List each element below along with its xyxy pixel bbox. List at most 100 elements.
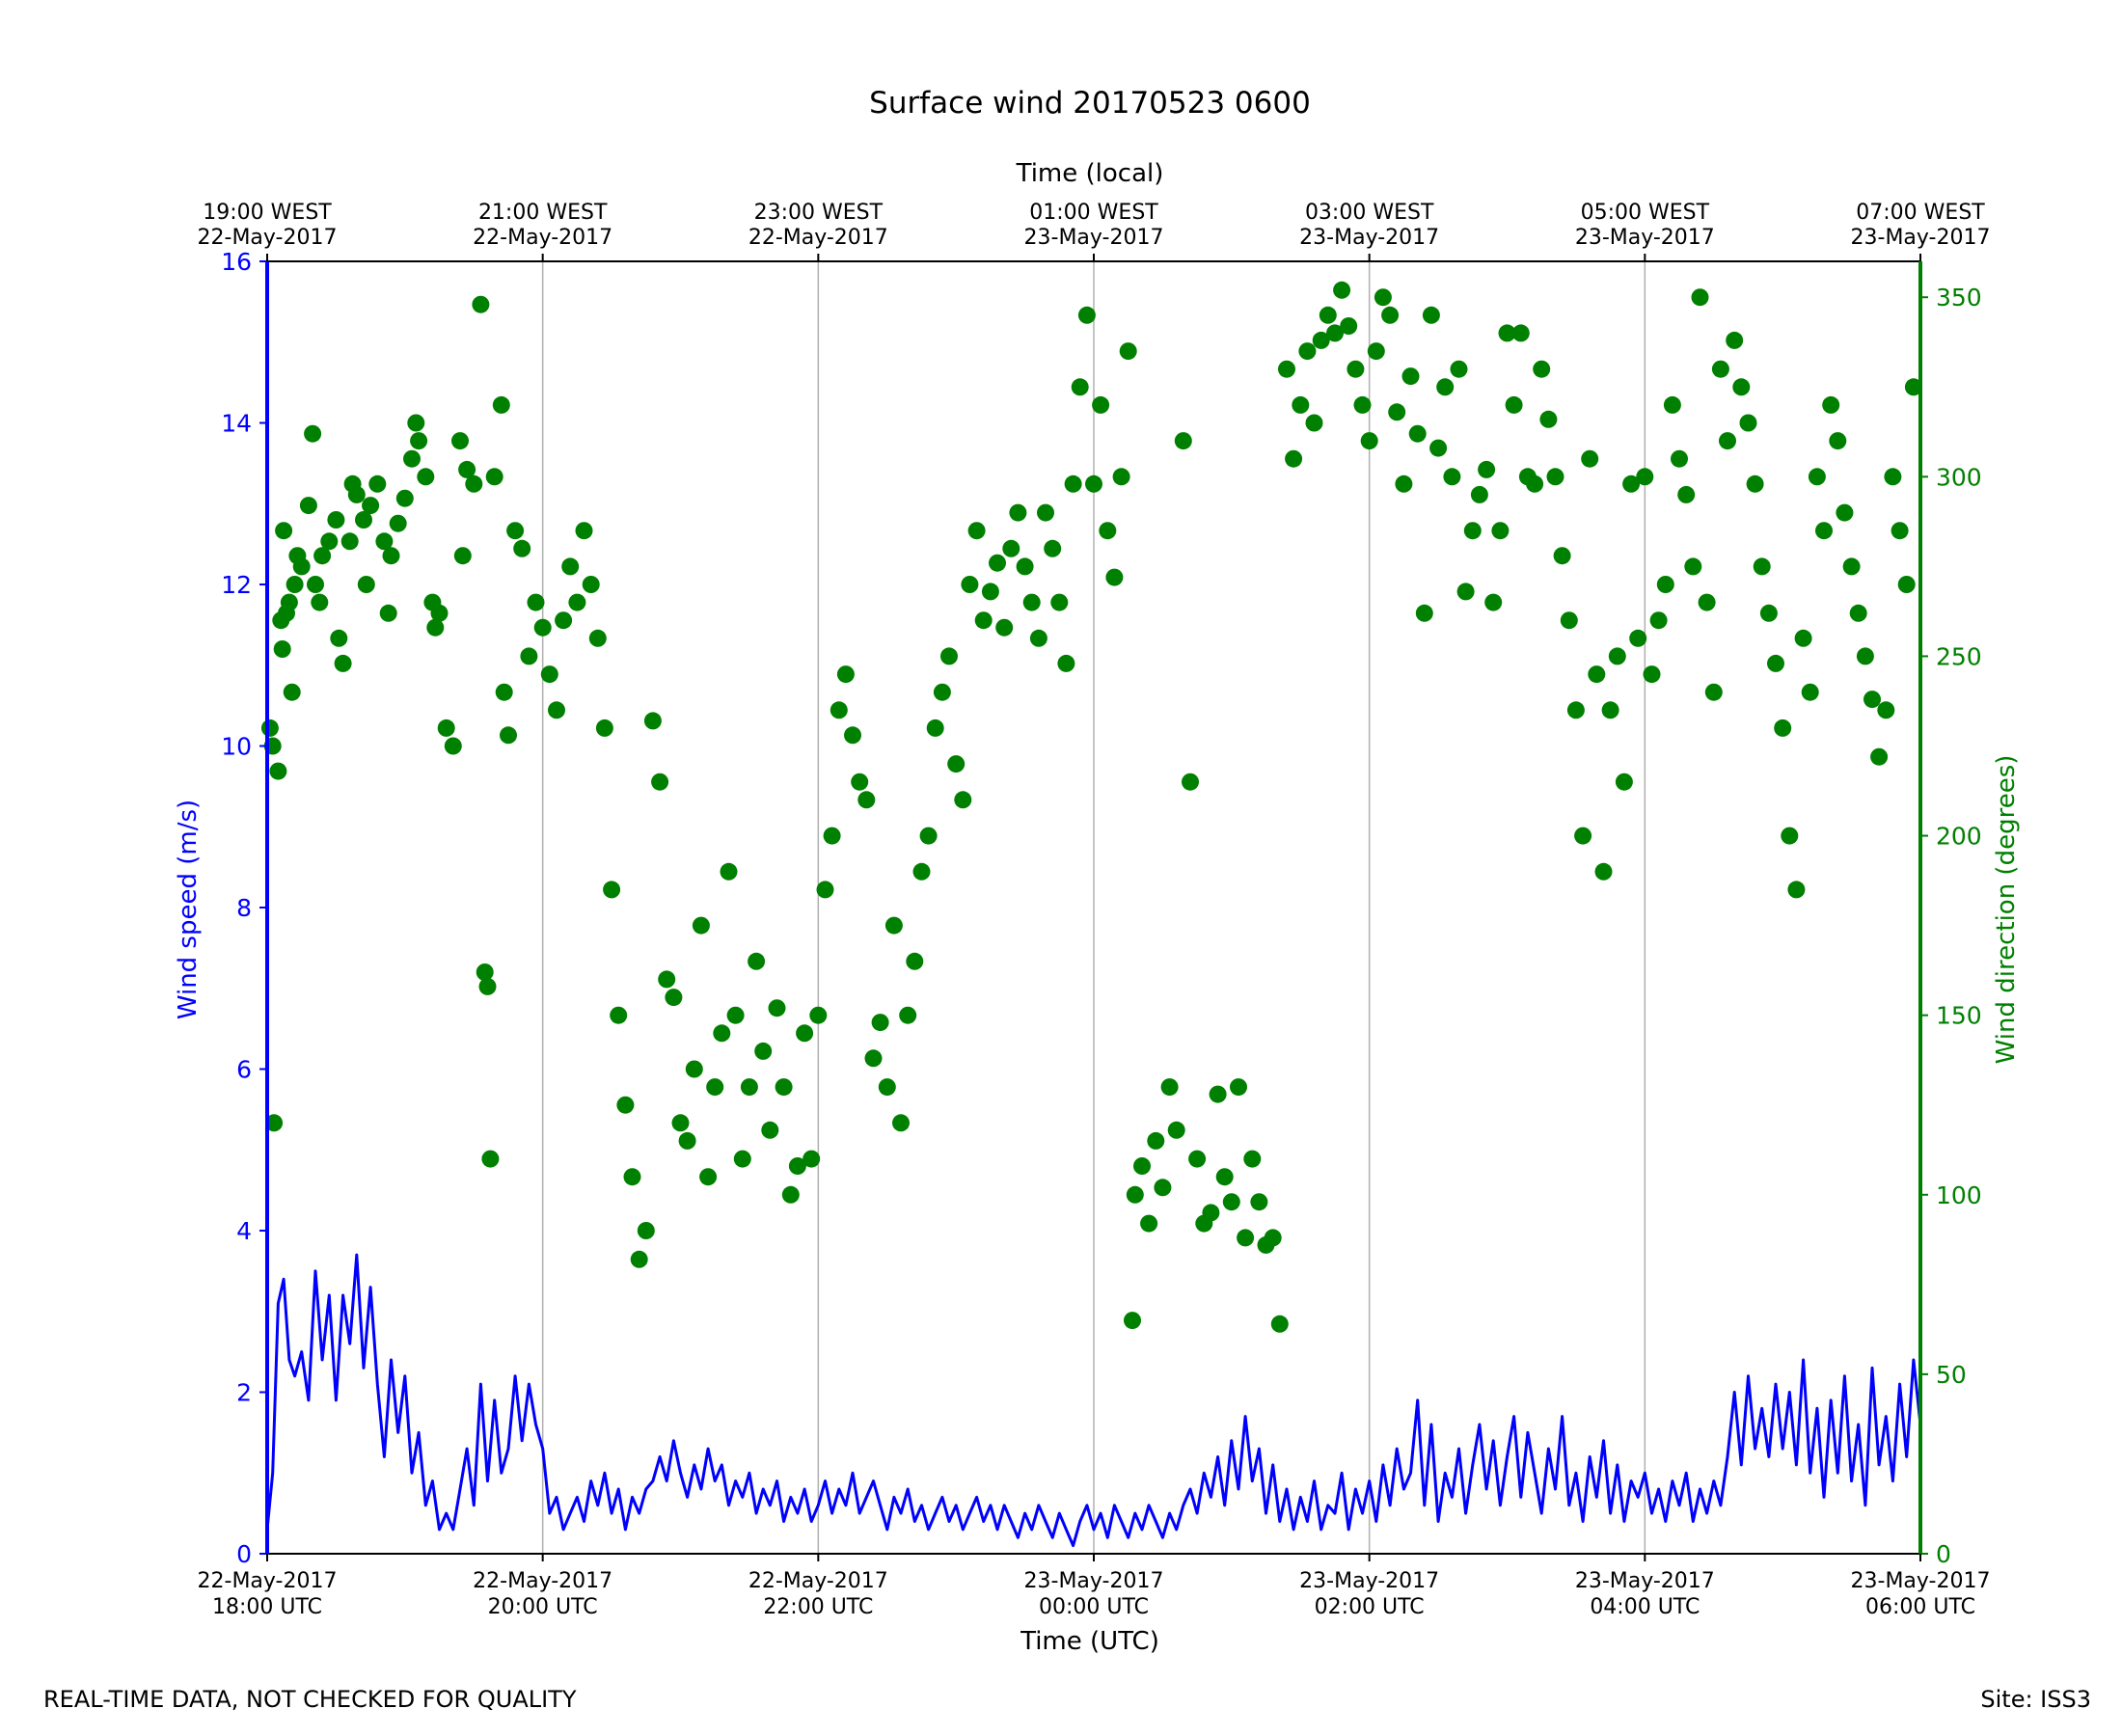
wind-direction-point — [1057, 654, 1075, 672]
wind-direction-point — [678, 1131, 696, 1150]
wind-direction-point — [548, 701, 565, 719]
wind-direction-point — [796, 1024, 814, 1043]
y2-tick-label: 150 — [1936, 1002, 1982, 1030]
wind-direction-point — [286, 576, 304, 593]
wind-direction-point — [588, 629, 607, 647]
wind-direction-point — [1470, 485, 1488, 503]
wind-direction-point — [671, 1114, 690, 1132]
wind-direction-point — [1154, 1179, 1172, 1197]
wind-direction-point — [1429, 439, 1448, 457]
x-tick-label-date: 22-May-2017 — [198, 1569, 338, 1593]
y-axis-label: Wind speed (m/s) — [174, 800, 203, 1019]
wind-direction-point — [748, 952, 766, 970]
wind-direction-point — [481, 1150, 500, 1168]
x2-tick-label-time: 21:00 WEST — [478, 201, 608, 225]
wind-direction-point — [568, 593, 586, 611]
wind-direction-point — [1029, 629, 1047, 647]
y2-tick-label: 50 — [1936, 1361, 1967, 1389]
wind-direction-point — [403, 449, 421, 468]
wind-direction-point — [1002, 539, 1020, 557]
wind-direction-point — [533, 618, 552, 637]
x2-tick-label-time: 23:00 WEST — [754, 201, 884, 225]
wind-direction-point — [426, 618, 445, 637]
wind-direction-point — [1312, 331, 1330, 349]
wind-direction-point — [1601, 701, 1619, 719]
y2-tick-label: 200 — [1936, 823, 1982, 851]
wind-direction-point — [1870, 747, 1889, 766]
wind-direction-point — [726, 1006, 745, 1024]
wind-direction-point — [451, 432, 469, 450]
wind-direction-point — [527, 593, 545, 611]
wind-direction-point — [1099, 522, 1117, 540]
wind-direction-point — [1794, 629, 1812, 647]
wind-direction-point — [1264, 1229, 1282, 1247]
wind-direction-point — [1044, 539, 1062, 557]
wind-direction-point — [260, 719, 279, 737]
wind-direction-point — [540, 665, 558, 684]
wind-direction-point — [906, 952, 924, 970]
wind-direction-point — [1092, 395, 1110, 414]
wind-direction-point — [575, 522, 593, 540]
wind-direction-point — [520, 647, 538, 665]
wind-direction-point — [1167, 1121, 1185, 1139]
wind-direction-point — [410, 432, 428, 450]
wind-direction-point — [1560, 611, 1578, 630]
x-tick-label-time: 04:00 UTC — [1590, 1595, 1700, 1619]
wind-direction-point — [823, 827, 841, 845]
site-label: Site: ISS3 — [1980, 1686, 2091, 1713]
wind-direction-point — [1822, 395, 1840, 414]
y-tick-label: 6 — [236, 1056, 252, 1084]
wind-direction-point — [1774, 719, 1792, 737]
wind-direction-point — [1395, 475, 1413, 493]
wind-direction-point — [1119, 342, 1137, 361]
wind-direction-point — [330, 629, 348, 647]
wind-direction-point — [954, 791, 972, 809]
x-tick-label-date: 23-May-2017 — [1575, 1569, 1715, 1593]
wind-direction-point — [1456, 583, 1475, 601]
wind-direction-point — [643, 712, 662, 730]
wind-direction-point — [1719, 432, 1736, 450]
wind-direction-point — [864, 1049, 883, 1068]
wind-direction-point — [692, 916, 710, 935]
wind-direction-point — [273, 640, 291, 658]
wind-direction-point — [265, 1114, 284, 1132]
wind-direction-point — [389, 514, 407, 532]
wind-direction-point — [1124, 1312, 1141, 1330]
wind-direction-point — [1326, 324, 1344, 342]
wind-direction-point — [407, 414, 425, 432]
wind-direction-point — [926, 719, 944, 737]
wind-direction-point — [1739, 414, 1757, 432]
wind-direction-point — [1182, 773, 1199, 791]
axes — [259, 254, 1928, 1561]
wind-direction-point — [623, 1168, 641, 1186]
wind-direction-point — [340, 532, 359, 551]
wind-direction-point — [1319, 306, 1337, 324]
wind-direction-point — [1388, 403, 1406, 421]
wind-direction-point — [720, 862, 738, 881]
wind-direction-point — [878, 1078, 896, 1097]
wind-direction-point — [1408, 424, 1427, 443]
wind-direction-point — [476, 963, 494, 981]
wind-direction-point — [1864, 691, 1881, 709]
wind-direction-point — [836, 665, 855, 684]
top-axis-label: Time (local) — [1016, 159, 1164, 188]
wind-direction-point — [761, 1121, 779, 1139]
wind-direction-point — [417, 468, 435, 486]
wind-direction-point — [1436, 378, 1455, 396]
y-tick-label: 10 — [221, 733, 252, 761]
wind-direction-point — [884, 916, 903, 935]
wind-direction-point — [555, 611, 573, 630]
wind-direction-point — [651, 773, 669, 791]
y2-tick-label: 100 — [1936, 1181, 1982, 1209]
x2-tick-label-date: 22-May-2017 — [198, 226, 338, 250]
x-tick-label-time: 22:00 UTC — [763, 1595, 873, 1619]
wind-direction-point — [1077, 306, 1096, 324]
y2-tick-label: 250 — [1936, 642, 1982, 670]
wind-direction-point — [1009, 503, 1027, 522]
wind-direction-point — [816, 881, 834, 899]
wind-direction-point — [379, 604, 397, 622]
wind-direction-point — [912, 862, 931, 881]
wind-direction-point — [699, 1168, 718, 1186]
wind-direction-point — [1698, 593, 1716, 611]
wind-direction-point — [1622, 475, 1641, 493]
